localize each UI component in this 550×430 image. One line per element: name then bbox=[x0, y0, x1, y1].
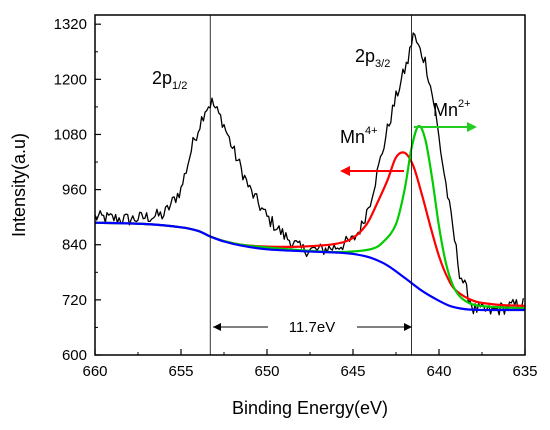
peak-2p32-sub: 3/2 bbox=[375, 58, 390, 70]
mn4-fit-line bbox=[94, 151, 526, 307]
peak-2p12-sub: 1/2 bbox=[172, 80, 187, 92]
gap-label: 11.7eV bbox=[289, 319, 335, 336]
mn4-arrow bbox=[340, 166, 404, 176]
series-layer bbox=[94, 32, 526, 316]
x-tick-label: 660 bbox=[82, 363, 107, 380]
y-tick-label: 600 bbox=[62, 347, 87, 364]
y-tick-label: 840 bbox=[62, 237, 87, 254]
peak-2p12-label: 2p1/2 bbox=[152, 68, 187, 92]
y-tick-label: 1080 bbox=[54, 126, 87, 143]
peak-2p12-main: 2p bbox=[152, 68, 172, 88]
mn2-main: Mn bbox=[433, 100, 458, 120]
x-tick-label: 645 bbox=[340, 363, 365, 380]
peak-2p32-main: 2p bbox=[355, 46, 375, 66]
peak-2p32-label: 2p3/2 bbox=[355, 46, 390, 70]
x-tick-label: 650 bbox=[254, 363, 279, 380]
y-axis-title: Intensity(a.u) bbox=[9, 133, 29, 237]
plot-frame bbox=[94, 14, 526, 356]
y-tick-label: 1200 bbox=[54, 71, 87, 88]
x-tick-label: 635 bbox=[512, 363, 537, 380]
y-tick-label: 960 bbox=[62, 182, 87, 199]
x-tick-label: 640 bbox=[426, 363, 451, 380]
ticks-layer: 660 655 650 645 640 635 600 720 840 960 1080 1200 13… bbox=[54, 16, 538, 380]
y-tick-label: 1320 bbox=[54, 16, 87, 33]
mn4-sup: 4+ bbox=[365, 125, 378, 137]
x-tick-label: 655 bbox=[168, 363, 193, 380]
mn4-label: Mn4+ bbox=[340, 125, 378, 147]
background-line bbox=[94, 221, 525, 312]
mn2-arrow bbox=[414, 122, 477, 132]
gap-double-arrow bbox=[213, 323, 412, 331]
mn2-fit-line bbox=[94, 124, 526, 310]
mn2-sup: 2+ bbox=[458, 98, 471, 110]
mn2-label: Mn2+ bbox=[433, 98, 471, 120]
y-tick-label: 720 bbox=[62, 292, 87, 309]
mn4-main: Mn bbox=[340, 127, 365, 147]
x-axis-title: Binding Energy(eV) bbox=[232, 398, 388, 418]
vline-layer bbox=[209, 15, 412, 355]
